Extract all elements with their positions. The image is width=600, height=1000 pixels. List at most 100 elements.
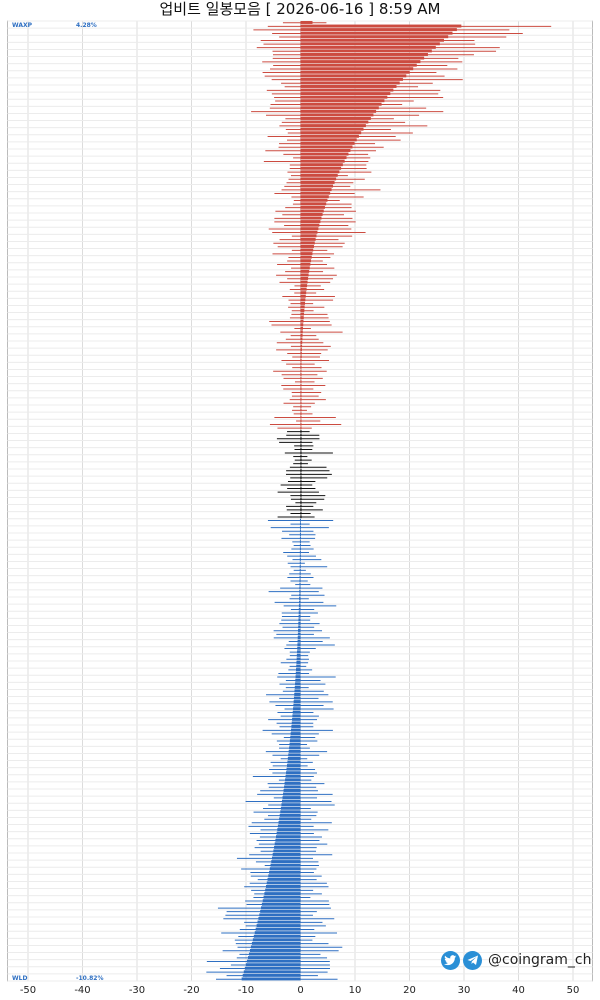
body-bar bbox=[265, 888, 301, 892]
body-bar bbox=[300, 454, 302, 458]
body-bar bbox=[300, 21, 313, 24]
body-bar bbox=[300, 24, 462, 28]
body-bar bbox=[298, 621, 301, 625]
body-bar bbox=[300, 309, 305, 312]
body-bar bbox=[300, 472, 302, 476]
body-bar bbox=[300, 348, 302, 352]
body-bar bbox=[300, 241, 315, 245]
body-bar bbox=[300, 188, 332, 192]
body-bar bbox=[299, 572, 301, 576]
body-bar bbox=[279, 813, 301, 817]
body-bar bbox=[300, 92, 391, 96]
telegram-icon[interactable] bbox=[463, 950, 482, 970]
body-bar bbox=[300, 387, 302, 391]
body-bar bbox=[300, 497, 302, 501]
body-bar bbox=[298, 614, 301, 618]
body-bar bbox=[261, 906, 301, 910]
body-bar bbox=[300, 501, 302, 504]
body-bar bbox=[300, 469, 302, 472]
body-bar bbox=[292, 710, 301, 714]
body-bar bbox=[300, 330, 303, 334]
body-bar bbox=[299, 561, 301, 565]
body-bar bbox=[300, 102, 382, 106]
body-bar bbox=[258, 917, 301, 920]
body-bar bbox=[300, 156, 347, 160]
body-bar bbox=[300, 67, 414, 71]
body-bar bbox=[300, 515, 302, 519]
body-bar bbox=[300, 419, 302, 423]
body-bar bbox=[292, 714, 301, 718]
body-bar bbox=[284, 785, 301, 789]
body-bar bbox=[295, 678, 301, 682]
body-bar bbox=[280, 806, 301, 810]
x-tick-label: -40 bbox=[74, 985, 90, 996]
body-bar bbox=[288, 749, 301, 753]
body-bar bbox=[300, 109, 377, 113]
body-bar bbox=[299, 568, 301, 572]
body-bar bbox=[300, 273, 309, 277]
body-bar bbox=[300, 429, 302, 433]
body-bar bbox=[300, 95, 388, 99]
body-bar bbox=[300, 120, 369, 124]
body-bar bbox=[299, 582, 301, 586]
body-bar bbox=[270, 863, 301, 867]
body-bar bbox=[300, 74, 407, 78]
body-bar bbox=[300, 184, 334, 188]
body-bar bbox=[299, 586, 301, 590]
body-bar bbox=[292, 717, 301, 721]
body-bar bbox=[300, 85, 397, 88]
body-bar bbox=[300, 28, 457, 32]
body-bar bbox=[300, 31, 453, 35]
body-bar bbox=[300, 440, 302, 444]
body-bar bbox=[300, 49, 432, 53]
x-tick-label: 30 bbox=[458, 985, 471, 996]
body-bar bbox=[300, 380, 302, 384]
body-bar bbox=[300, 56, 425, 60]
body-bar bbox=[300, 412, 302, 416]
body-bar bbox=[300, 326, 304, 330]
body-bar bbox=[300, 38, 444, 42]
body-bar bbox=[300, 213, 323, 216]
body-bar bbox=[293, 707, 301, 711]
body-bar bbox=[259, 913, 301, 917]
range-lines bbox=[206, 22, 552, 980]
body-bar bbox=[300, 490, 302, 494]
body-bar bbox=[300, 170, 340, 174]
body-bar bbox=[276, 835, 301, 839]
body-bar bbox=[295, 671, 301, 675]
body-bar bbox=[287, 760, 301, 764]
body-bar bbox=[300, 63, 417, 67]
body-bar bbox=[286, 767, 301, 771]
body-bar bbox=[287, 757, 301, 760]
body-bar bbox=[296, 668, 301, 672]
body-bar bbox=[255, 927, 301, 931]
body-bar bbox=[300, 159, 345, 163]
row-labels: WAXP 4.28% WLD -10.82% bbox=[12, 22, 103, 982]
body-bar bbox=[297, 636, 301, 640]
body-bar bbox=[260, 909, 301, 913]
body-bar bbox=[275, 838, 301, 842]
body-bar bbox=[271, 860, 301, 864]
body-bar bbox=[300, 458, 302, 462]
body-bar bbox=[300, 45, 436, 49]
body-bar bbox=[300, 131, 362, 135]
body-bar bbox=[300, 202, 327, 206]
body-bar bbox=[262, 899, 301, 903]
body-bar bbox=[300, 35, 449, 39]
body-bar bbox=[279, 817, 301, 821]
body-bar bbox=[299, 529, 301, 533]
x-tick-label: 50 bbox=[567, 985, 580, 996]
body-bar bbox=[266, 881, 301, 885]
body-bar bbox=[299, 540, 301, 544]
body-bar bbox=[300, 181, 335, 184]
body-bar bbox=[300, 284, 308, 288]
body-bar bbox=[293, 703, 301, 707]
row-label: WAXP bbox=[12, 22, 33, 29]
body-bar bbox=[300, 141, 355, 145]
body-bar bbox=[267, 877, 301, 881]
body-bar bbox=[276, 831, 301, 835]
x-axis: -50 -40 -30 -20 -10 0 10 20 30 40 50 bbox=[20, 985, 580, 996]
body-bar bbox=[283, 792, 301, 796]
twitter-icon[interactable] bbox=[441, 950, 460, 970]
body-bar bbox=[300, 390, 302, 394]
